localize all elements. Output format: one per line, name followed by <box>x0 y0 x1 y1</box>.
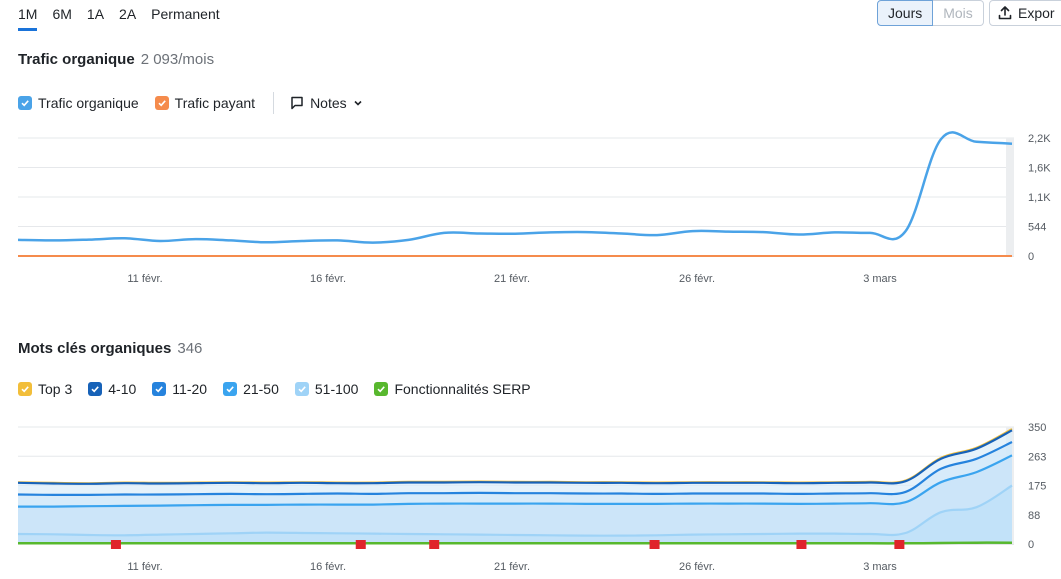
legend-paid-label: Trafic payant <box>174 95 256 111</box>
y-tick-label: 544 <box>1028 222 1046 234</box>
x-tick-label: 11 févr. <box>127 561 162 573</box>
chevron-down-icon <box>354 100 362 106</box>
legend-21-50[interactable]: 21-50 <box>223 381 279 397</box>
series-line-serp <box>17 541 1013 545</box>
traffic-value: 2 093/mois <box>140 51 215 68</box>
x-tick-label: 3 mars <box>863 561 897 573</box>
checkbox-icon <box>223 382 238 396</box>
legend-11-20[interactable]: 11-20 <box>152 381 207 397</box>
traffic-title-text: Trafic organique <box>18 51 135 68</box>
y-tick-label: 0 <box>1028 539 1034 551</box>
legend-paid-traffic[interactable]: Trafic payant <box>154 95 256 111</box>
legend-top3[interactable]: Top 3 <box>18 381 72 397</box>
keywords-value: 346 <box>177 340 203 357</box>
legend-organic-traffic[interactable]: Trafic organique <box>18 95 139 111</box>
granularity-months-button[interactable]: Mois <box>933 0 984 26</box>
organic-keywords-chart: 0 88 175 263 350 11 févr. 16 févr. 21 févr. 26 f… <box>17 422 1046 573</box>
checkbox-icon <box>88 382 103 396</box>
granularity-days-button[interactable]: Jours <box>877 0 934 26</box>
period-tab-6m[interactable]: 6M <box>52 6 72 22</box>
note-marker <box>355 540 366 549</box>
y-tick-label: 0 <box>1028 251 1034 263</box>
series-area <box>18 485 1012 544</box>
x-tick-label: 16 févr. <box>310 561 346 573</box>
y-tick-label: 1,6K <box>1028 163 1051 175</box>
x-tick-label: 21 févr. <box>494 273 530 285</box>
legend-51-100[interactable]: 51-100 <box>294 381 359 397</box>
y-tick-label: 1,1K <box>1028 192 1051 204</box>
series-area <box>18 455 1012 544</box>
upload-icon <box>998 6 1012 20</box>
organic-traffic-chart: 0 544 1,1K 1,6K 2,2K 11 févr. 16 févr. 21 févr.… <box>17 131 1051 285</box>
keywords-title-text: Mots clés organiques <box>18 340 172 357</box>
y-tick-label: 2,2K <box>1028 133 1051 145</box>
checkbox-icon <box>374 382 389 396</box>
keywords-title: Mots clés organiques 346 <box>18 340 202 357</box>
granularity-toggle: Jours Mois <box>877 0 984 26</box>
legend-divider <box>273 92 275 114</box>
keywords-legend: Top 3 4-10 11-20 21-50 51-100 Fonctionna… <box>18 381 547 397</box>
series-line-21-50 <box>18 454 1013 508</box>
note-marker <box>796 540 807 549</box>
checkbox-icon <box>152 382 167 396</box>
y-tick-label: 263 <box>1028 451 1046 463</box>
legend-top3-label: Top 3 <box>38 381 73 397</box>
legend-4-10[interactable]: 4-10 <box>88 381 136 397</box>
notes-dropdown[interactable]: Notes <box>290 95 363 111</box>
legend-serp-features[interactable]: Fonctionnalités SERP <box>374 381 531 397</box>
notes-label: Notes <box>310 95 347 111</box>
y-tick-label: 350 <box>1028 422 1046 434</box>
checkbox-icon <box>154 96 169 110</box>
x-tick-label: 3 mars <box>863 273 897 285</box>
period-tab-permanent[interactable]: Permanent <box>151 6 220 22</box>
series-line-organic <box>17 131 1013 244</box>
legend-serp-label: Fonctionnalités SERP <box>394 381 531 397</box>
y-tick-label: 175 <box>1028 481 1046 493</box>
hover-band <box>1006 138 1014 256</box>
period-tab-1a[interactable]: 1A <box>86 6 105 22</box>
series-line-11-20 <box>17 441 1013 496</box>
legend-4-10-label: 4-10 <box>108 381 137 397</box>
period-tab-2a[interactable]: 2A <box>119 6 137 22</box>
traffic-legend: Trafic organique Trafic payant Notes <box>18 92 363 114</box>
note-marker <box>429 540 440 549</box>
note-marker <box>894 540 905 549</box>
legend-organic-label: Trafic organique <box>38 95 139 111</box>
checkbox-icon <box>294 382 309 396</box>
period-tab-1m[interactable]: 1M <box>18 4 38 31</box>
legend-21-50-label: 21-50 <box>243 381 279 397</box>
series-line-51-100 <box>17 484 1013 537</box>
export-label: Expor <box>1018 5 1055 21</box>
x-tick-label: 21 févr. <box>494 561 530 573</box>
x-tick-label: 16 févr. <box>310 273 346 285</box>
note-marker <box>649 540 660 549</box>
x-tick-label: 11 févr. <box>127 273 162 285</box>
note-flag-icon <box>291 96 303 110</box>
checkbox-icon <box>18 96 32 110</box>
x-tick-label: 26 févr. <box>679 273 715 285</box>
traffic-title: Trafic organique 2 093/mois <box>18 51 214 68</box>
series-line-4-10 <box>17 429 1013 485</box>
legend-11-20-label: 11-20 <box>172 381 208 397</box>
legend-51-100-label: 51-100 <box>314 381 359 397</box>
note-marker <box>110 540 121 549</box>
export-button[interactable]: Expor <box>989 0 1061 26</box>
x-tick-label: 26 févr. <box>679 561 715 573</box>
checkbox-icon <box>18 382 32 396</box>
period-tabs: 1M 6M 1A 2A Permanent <box>18 4 235 31</box>
y-tick-label: 88 <box>1028 510 1040 522</box>
